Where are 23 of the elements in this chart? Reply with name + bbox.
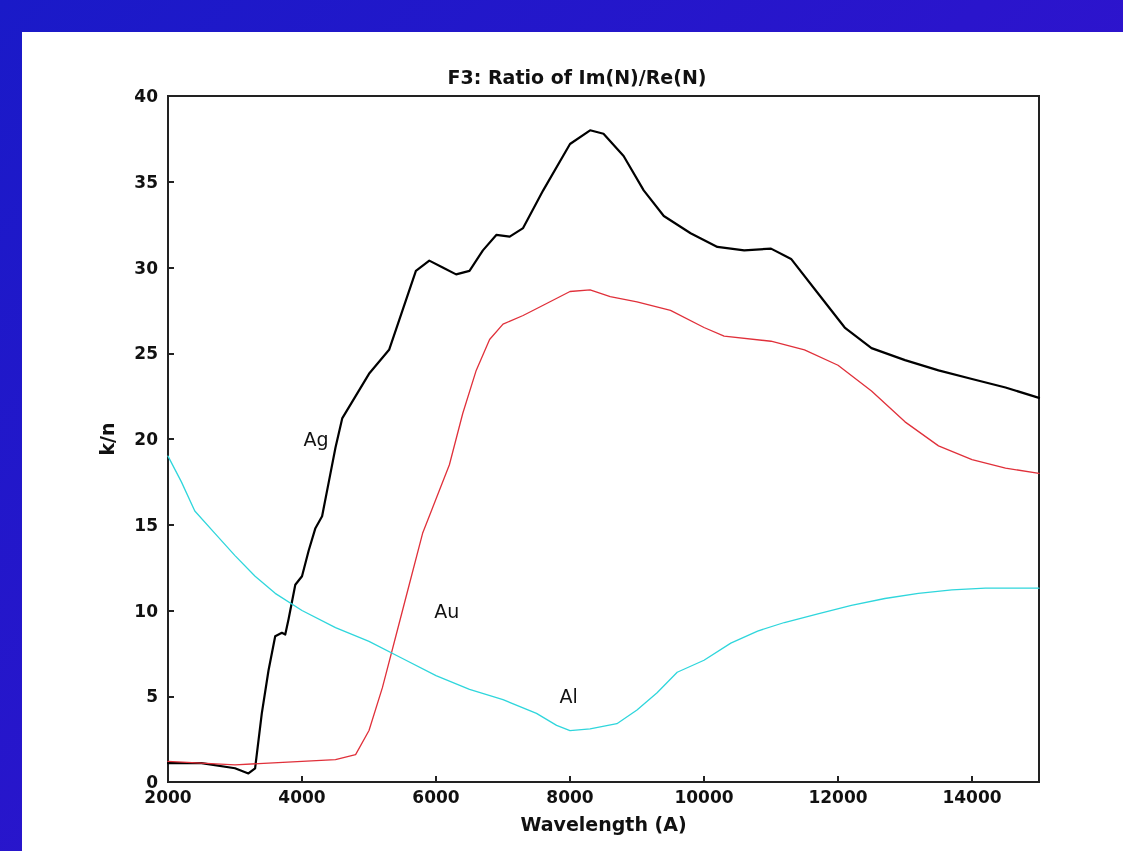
series-label: Ag (303, 428, 329, 450)
line-series (167, 289, 1040, 766)
y-tick-label: 5 (146, 686, 158, 707)
x-axis-title: Wavelength (A) (520, 812, 687, 835)
line-series (167, 455, 1040, 732)
x-tick-label: 12000 (808, 786, 868, 807)
x-tick-label: 8000 (546, 786, 594, 807)
y-tick-label: 10 (134, 600, 159, 621)
y-tick-label: 20 (134, 429, 159, 449)
y-tick-label: 35 (134, 171, 158, 192)
series-label: Al (559, 685, 578, 708)
y-tick-label: 25 (134, 343, 158, 364)
x-tick-label: 14000 (942, 786, 1002, 807)
y-tick-label: 40 (134, 86, 159, 106)
x-tick-label: 10000 (674, 786, 734, 807)
line-series (166, 129, 1041, 775)
y-axis-title: k/n (95, 422, 118, 456)
x-tick-label: 4000 (278, 786, 326, 807)
chart-title: F3: Ratio of Im(N)/Re(N) (447, 65, 707, 88)
series-label: Au (434, 599, 460, 622)
y-tick-label: 30 (134, 257, 159, 278)
y-tick-label: 15 (134, 514, 158, 535)
x-tick-label: 6000 (412, 786, 460, 807)
